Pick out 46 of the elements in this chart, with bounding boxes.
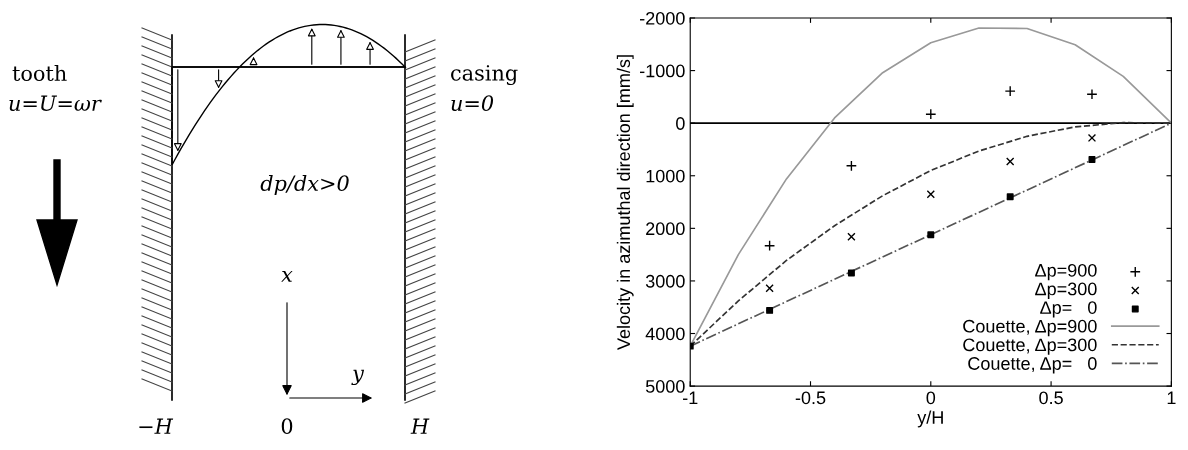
text: dp/dx>0: [260, 174, 349, 196]
y-tick-label: 4000: [645, 327, 685, 341]
point: [926, 189, 935, 199]
legend-label: Δp= 0: [1040, 301, 1097, 318]
x-tick-label: 0.5: [1039, 391, 1063, 405]
legend-label: Couette, Δp=900: [963, 319, 1097, 337]
point: [1004, 85, 1016, 97]
point: [1088, 155, 1096, 163]
y-tick-label: 3000: [645, 274, 685, 288]
x-axis-title: y/H: [917, 410, 943, 428]
y-tick-label: 1000: [646, 169, 685, 183]
point: [1086, 88, 1098, 100]
legend-label: Couette, Δp=300: [963, 338, 1097, 355]
text: H: [410, 418, 430, 434]
text: y: [351, 369, 365, 386]
point: [1087, 133, 1097, 143]
x-tick-label: -1: [683, 391, 698, 405]
text: x: [281, 270, 293, 282]
legend-label: Couette, Δp= 0: [968, 357, 1097, 374]
y-tick-label: 2000: [646, 222, 685, 236]
point: [1006, 193, 1014, 201]
x-tick-label: 0: [926, 391, 936, 405]
x-tick-label: 1: [1167, 391, 1176, 405]
point: [765, 284, 774, 293]
text: casing: [451, 65, 518, 86]
y-axis-title: Velocity in azimuthal direction [mm/s]: [616, 55, 634, 350]
point: [845, 160, 857, 172]
text: 0: [281, 418, 293, 435]
legend-label: Δp=300: [1035, 282, 1097, 299]
text: u=U=ωr: [9, 95, 102, 112]
point: [764, 240, 776, 252]
point: [766, 306, 774, 314]
text: u=0: [451, 95, 494, 112]
y-tick-label: -2000: [639, 11, 685, 25]
text: tooth: [12, 64, 67, 82]
point: [925, 108, 937, 120]
point: [927, 231, 935, 239]
point: [847, 269, 855, 277]
text: −H: [139, 418, 174, 434]
x-tick-label: -0.5: [795, 391, 826, 405]
legend-label: Δp=900: [1035, 263, 1097, 281]
point: [1006, 157, 1015, 166]
point: [847, 232, 856, 241]
y-tick-label: -1000: [639, 64, 685, 78]
y-tick-label: 0: [676, 117, 685, 130]
y-tick-label: 5000: [645, 380, 685, 393]
